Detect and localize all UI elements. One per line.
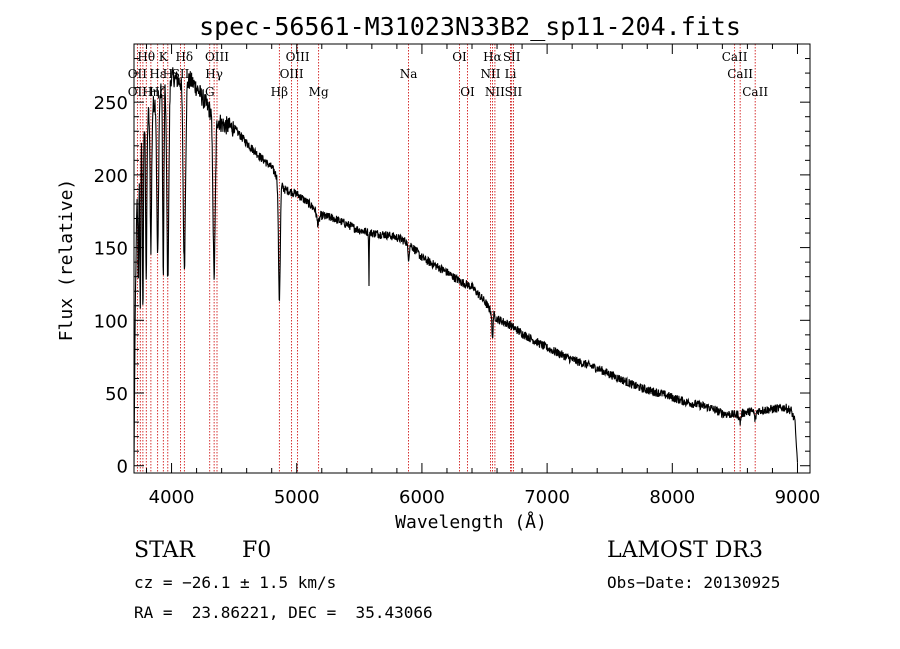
x-axis-label: Wavelength (Å) [395,511,547,533]
marker-label-0: Hθ [137,50,155,64]
marker-label-15: Na [400,67,418,81]
x-tick-label-2: 6000 [399,487,445,508]
obs-date: Obs−Date: 20130925 [607,573,781,592]
marker-label-2: Hδ [175,50,193,64]
marker-label-13: Hγ [205,67,223,81]
marker-label-8: CaII [722,50,748,64]
x-tick-label-5: 9000 [775,487,821,508]
y-tick-label-1: 50 [105,384,128,405]
y-tick-label-2: 100 [94,311,128,332]
x-tick-label-1: 5000 [274,487,320,508]
x-axis: 4000 5000 6000 7000 8000 9000 [146,44,821,508]
survey-name: LAMOST DR3 [607,538,763,563]
y-axis-label: Flux (relative) [56,179,77,342]
marker-label-14: OIII [280,67,304,81]
marker-label-22: G [205,85,215,99]
y-tick-label-4: 200 [94,166,128,187]
marker-label-6: Hα [483,50,502,64]
marker-label-21: Hζ [149,85,166,99]
redshift-text: cz = −26.1 ± 1.5 km/s [134,573,337,592]
marker-label-1: K [159,50,169,64]
marker-label-27: SII [505,85,523,99]
chart-title: spec-56561-M31023N33B2_sp11-204.fits [199,12,741,41]
y-tick-label-3: 150 [94,239,128,260]
object-subclass: F0 [242,538,272,563]
marker-label-18: CaII [727,67,753,81]
spectrum-series [134,67,799,466]
marker-label-17: Li [505,67,517,81]
marker-label-19: OII [128,85,148,99]
y-axis: 0 50 100 150 200 250 [94,43,810,478]
y-tick-label-0: 0 [117,457,128,478]
marker-label-25: OI [460,85,475,99]
marker-label-4: OIII [286,50,310,64]
marker-label-24: Mg [309,85,329,99]
marker-label-28: CaII [742,85,768,99]
marker-label-26: NII [485,85,505,99]
plot-frame [133,43,811,474]
marker-label-7: SII [503,50,521,64]
marker-label-3: OIII [205,50,229,64]
marker-label-20: Hη [142,85,160,99]
x-tick-label-4: 8000 [649,487,695,508]
marker-label-11: H [163,67,173,81]
object-class: STAR [134,538,195,563]
x-tick-label-3: 7000 [524,487,570,508]
x-tick-label-0: 4000 [149,487,195,508]
marker-label-5: OI [452,50,467,64]
marker-label-16: NII [481,67,501,81]
y-tick-label-5: 250 [94,93,128,114]
spectrum-line [134,67,799,466]
marker-label-10: Hε [149,67,166,81]
coordinates: RA = 23.86221, DEC = 35.43066 [134,603,433,622]
marker-label-23: Hβ [271,85,288,99]
marker-label-9: OII [128,67,148,81]
